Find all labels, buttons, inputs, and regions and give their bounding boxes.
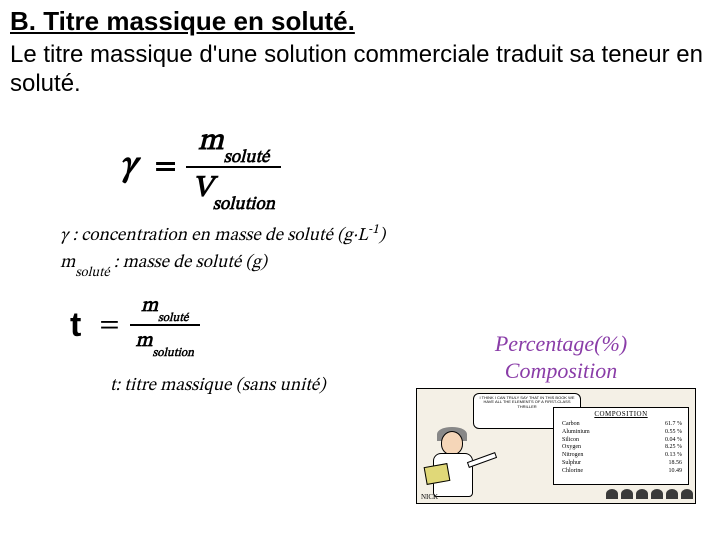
illustration-title: Percentage(%) Composition (416, 331, 706, 384)
equals-sign-2: = (99, 308, 119, 343)
fraction-2: msoluté msolution (130, 293, 200, 357)
intro-text: Le titre massique d'une solution commerc… (0, 39, 720, 105)
numerator: msoluté (192, 123, 275, 164)
board-row: Sulphur18.56 (562, 460, 682, 468)
board-row: Nitrogen0.13 % (562, 452, 682, 460)
t-symbol: t (70, 306, 81, 345)
equals-sign: = (155, 148, 177, 186)
num-var: m (198, 127, 224, 157)
side-illustration: Percentage(%) Composition I THINK I CAN … (416, 331, 706, 504)
board-list: Carbon61.7 %Aluminium0.55 %Silicon0.04 %… (562, 421, 682, 476)
formula-gamma: γ = msoluté Vsolution (120, 123, 720, 211)
def-mass: msoluté : masse de soluté (g) (60, 250, 720, 280)
fraction: msoluté Vsolution (186, 123, 281, 211)
den-var: V (192, 174, 212, 204)
board-title: COMPOSITION (554, 410, 688, 418)
gamma-symbol: γ (120, 144, 137, 189)
board-row: Silicon0.04 % (562, 437, 682, 445)
den-sub: solution (213, 196, 275, 214)
signature: NICK (421, 493, 438, 501)
board-row: Carbon61.7 % (562, 421, 682, 429)
professor-figure (423, 423, 483, 499)
definitions-block: γ : concentration en masse de soluté (g·… (60, 221, 720, 280)
composition-board: COMPOSITION Carbon61.7 %Aluminium0.55 %S… (553, 407, 689, 485)
section-heading: B. Titre massique en soluté. (0, 0, 720, 39)
def-gamma: γ : concentration en masse de soluté (g·… (60, 221, 720, 250)
numerator-2: msoluté (135, 293, 194, 322)
board-row: Aluminium0.55 % (562, 429, 682, 437)
board-row: Chlorine10.49 (562, 468, 682, 476)
denominator: Vsolution (186, 170, 281, 211)
num-sub: soluté (224, 149, 270, 167)
board-row: Oxygen8.25 % (562, 444, 682, 452)
cartoon-panel: I THINK I CAN TRULY SAY THAT IN THIS BOO… (416, 388, 696, 504)
fraction-line-2 (130, 324, 200, 326)
denominator-2: msolution (130, 328, 200, 357)
audience (543, 489, 693, 501)
